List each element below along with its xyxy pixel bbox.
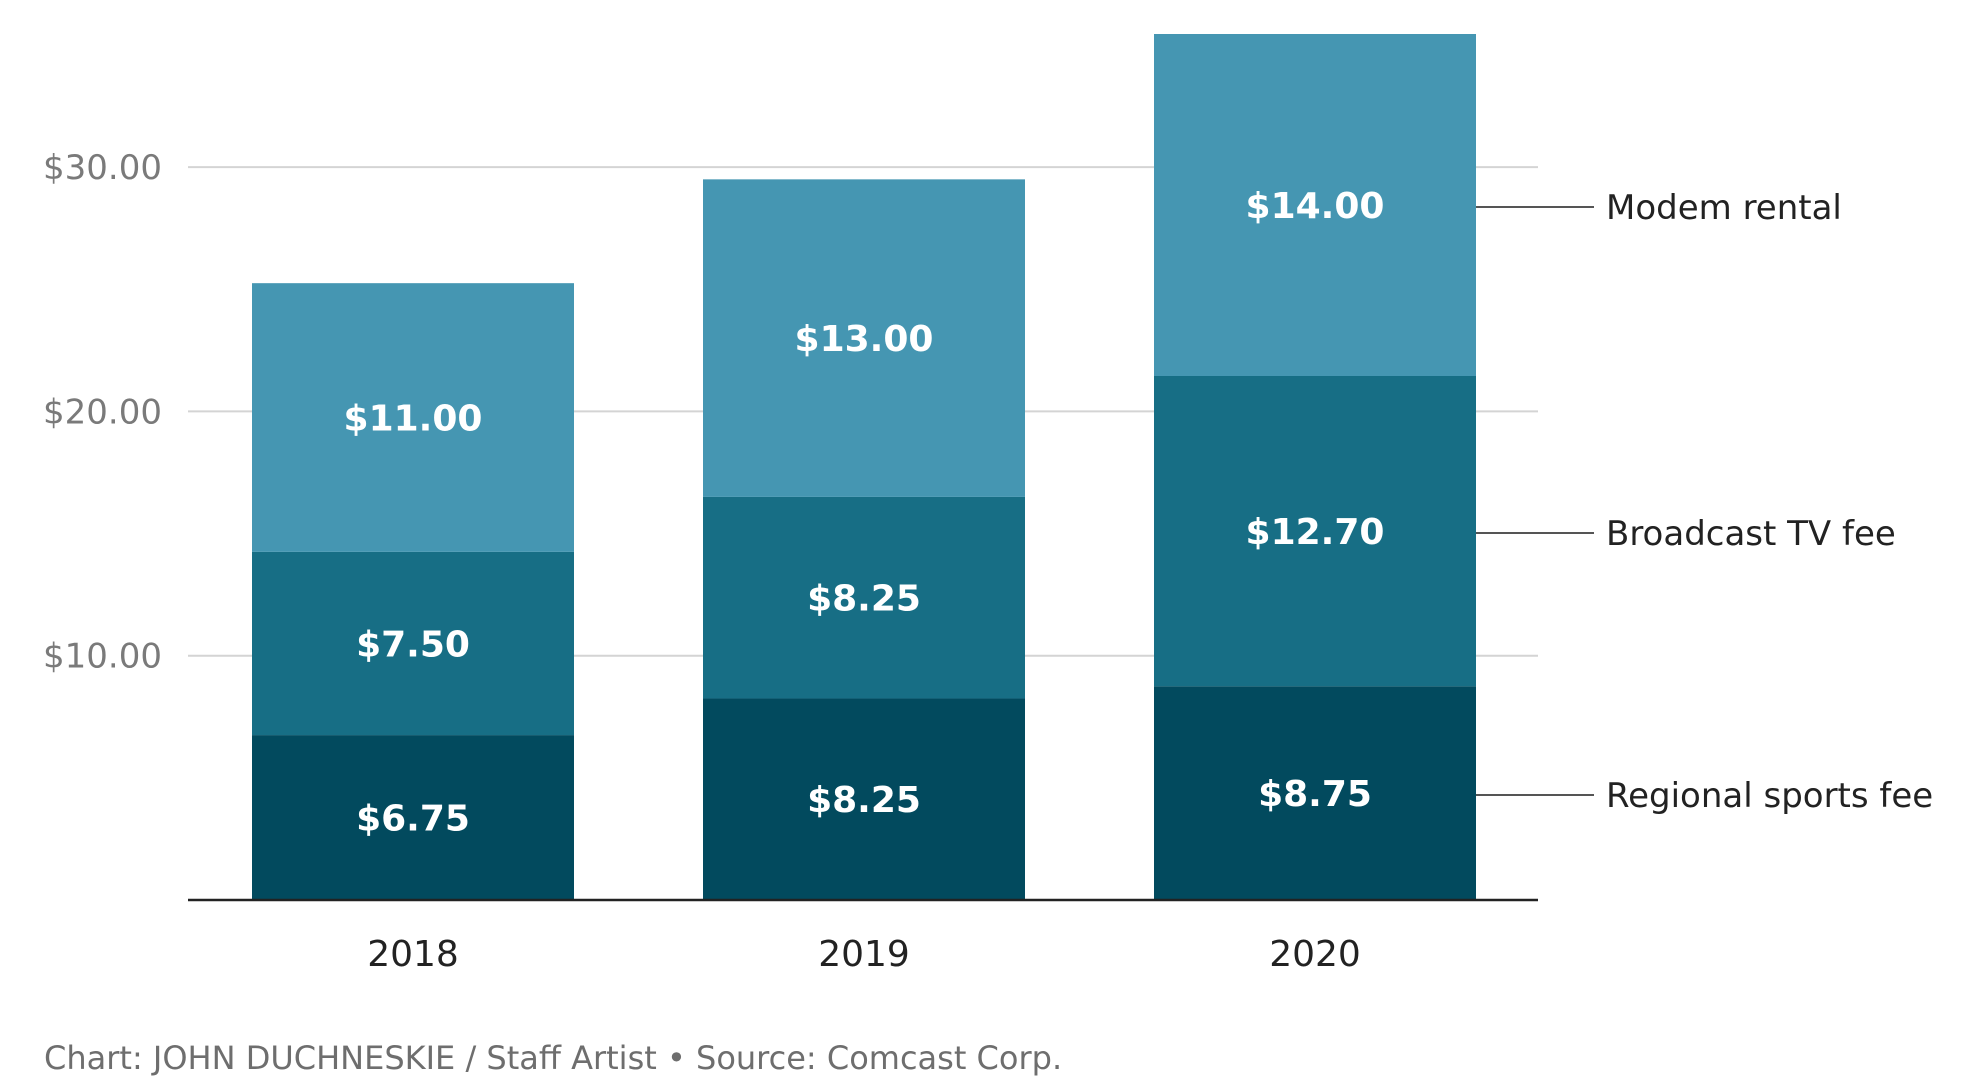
segment-value-label: $12.70: [1246, 512, 1385, 553]
segment-value-label: $6.75: [356, 799, 470, 840]
bar-segment: [252, 735, 574, 900]
y-tick-label: $30.00: [43, 148, 162, 188]
segment-value-label: $8.75: [1258, 774, 1372, 815]
inline-legend: Regional sports fee Broadcast TV fee Modem…: [1476, 188, 1933, 816]
bar-segment: [1154, 376, 1476, 687]
legend-label: Modem rental: [1606, 188, 1842, 228]
y-tick-label: $10.00: [43, 637, 162, 677]
segment-value-label: $13.00: [795, 319, 934, 360]
chart-credit: Chart: JOHN DUCHNESKIE / Staff Artist • …: [44, 1039, 1062, 1077]
y-axis-tick-labels: $10.00 $20.00 $30.00: [43, 148, 162, 677]
x-axis-tick-labels: 2018 2019 2020: [367, 934, 1361, 975]
segment-value-label: $8.25: [807, 780, 921, 821]
segment-value-label: $7.50: [356, 624, 470, 665]
bar-segment: [1154, 34, 1476, 377]
x-tick-label: 2020: [1269, 934, 1361, 975]
segment-value-labels: $6.75 $7.50 $11.00 $8.25 $8.25 $13.00 $8.75 $12…: [344, 186, 1385, 840]
y-tick-label: $20.00: [43, 392, 162, 432]
bar-segment: [252, 551, 574, 736]
legend-label: Broadcast TV fee: [1606, 514, 1896, 554]
bars: [252, 34, 1476, 900]
bar-segment: [703, 496, 1025, 699]
x-tick-label: 2019: [818, 934, 910, 975]
segment-value-label: $11.00: [344, 399, 483, 440]
x-tick-label: 2018: [367, 934, 459, 975]
segment-value-label: $14.00: [1246, 186, 1385, 227]
bar-segment: [703, 179, 1025, 497]
bar-segment: [1154, 686, 1476, 900]
bar-segment: [252, 283, 574, 552]
segment-value-label: $8.25: [807, 579, 921, 620]
bar-segment: [703, 698, 1025, 900]
legend-label: Regional sports fee: [1606, 776, 1933, 816]
